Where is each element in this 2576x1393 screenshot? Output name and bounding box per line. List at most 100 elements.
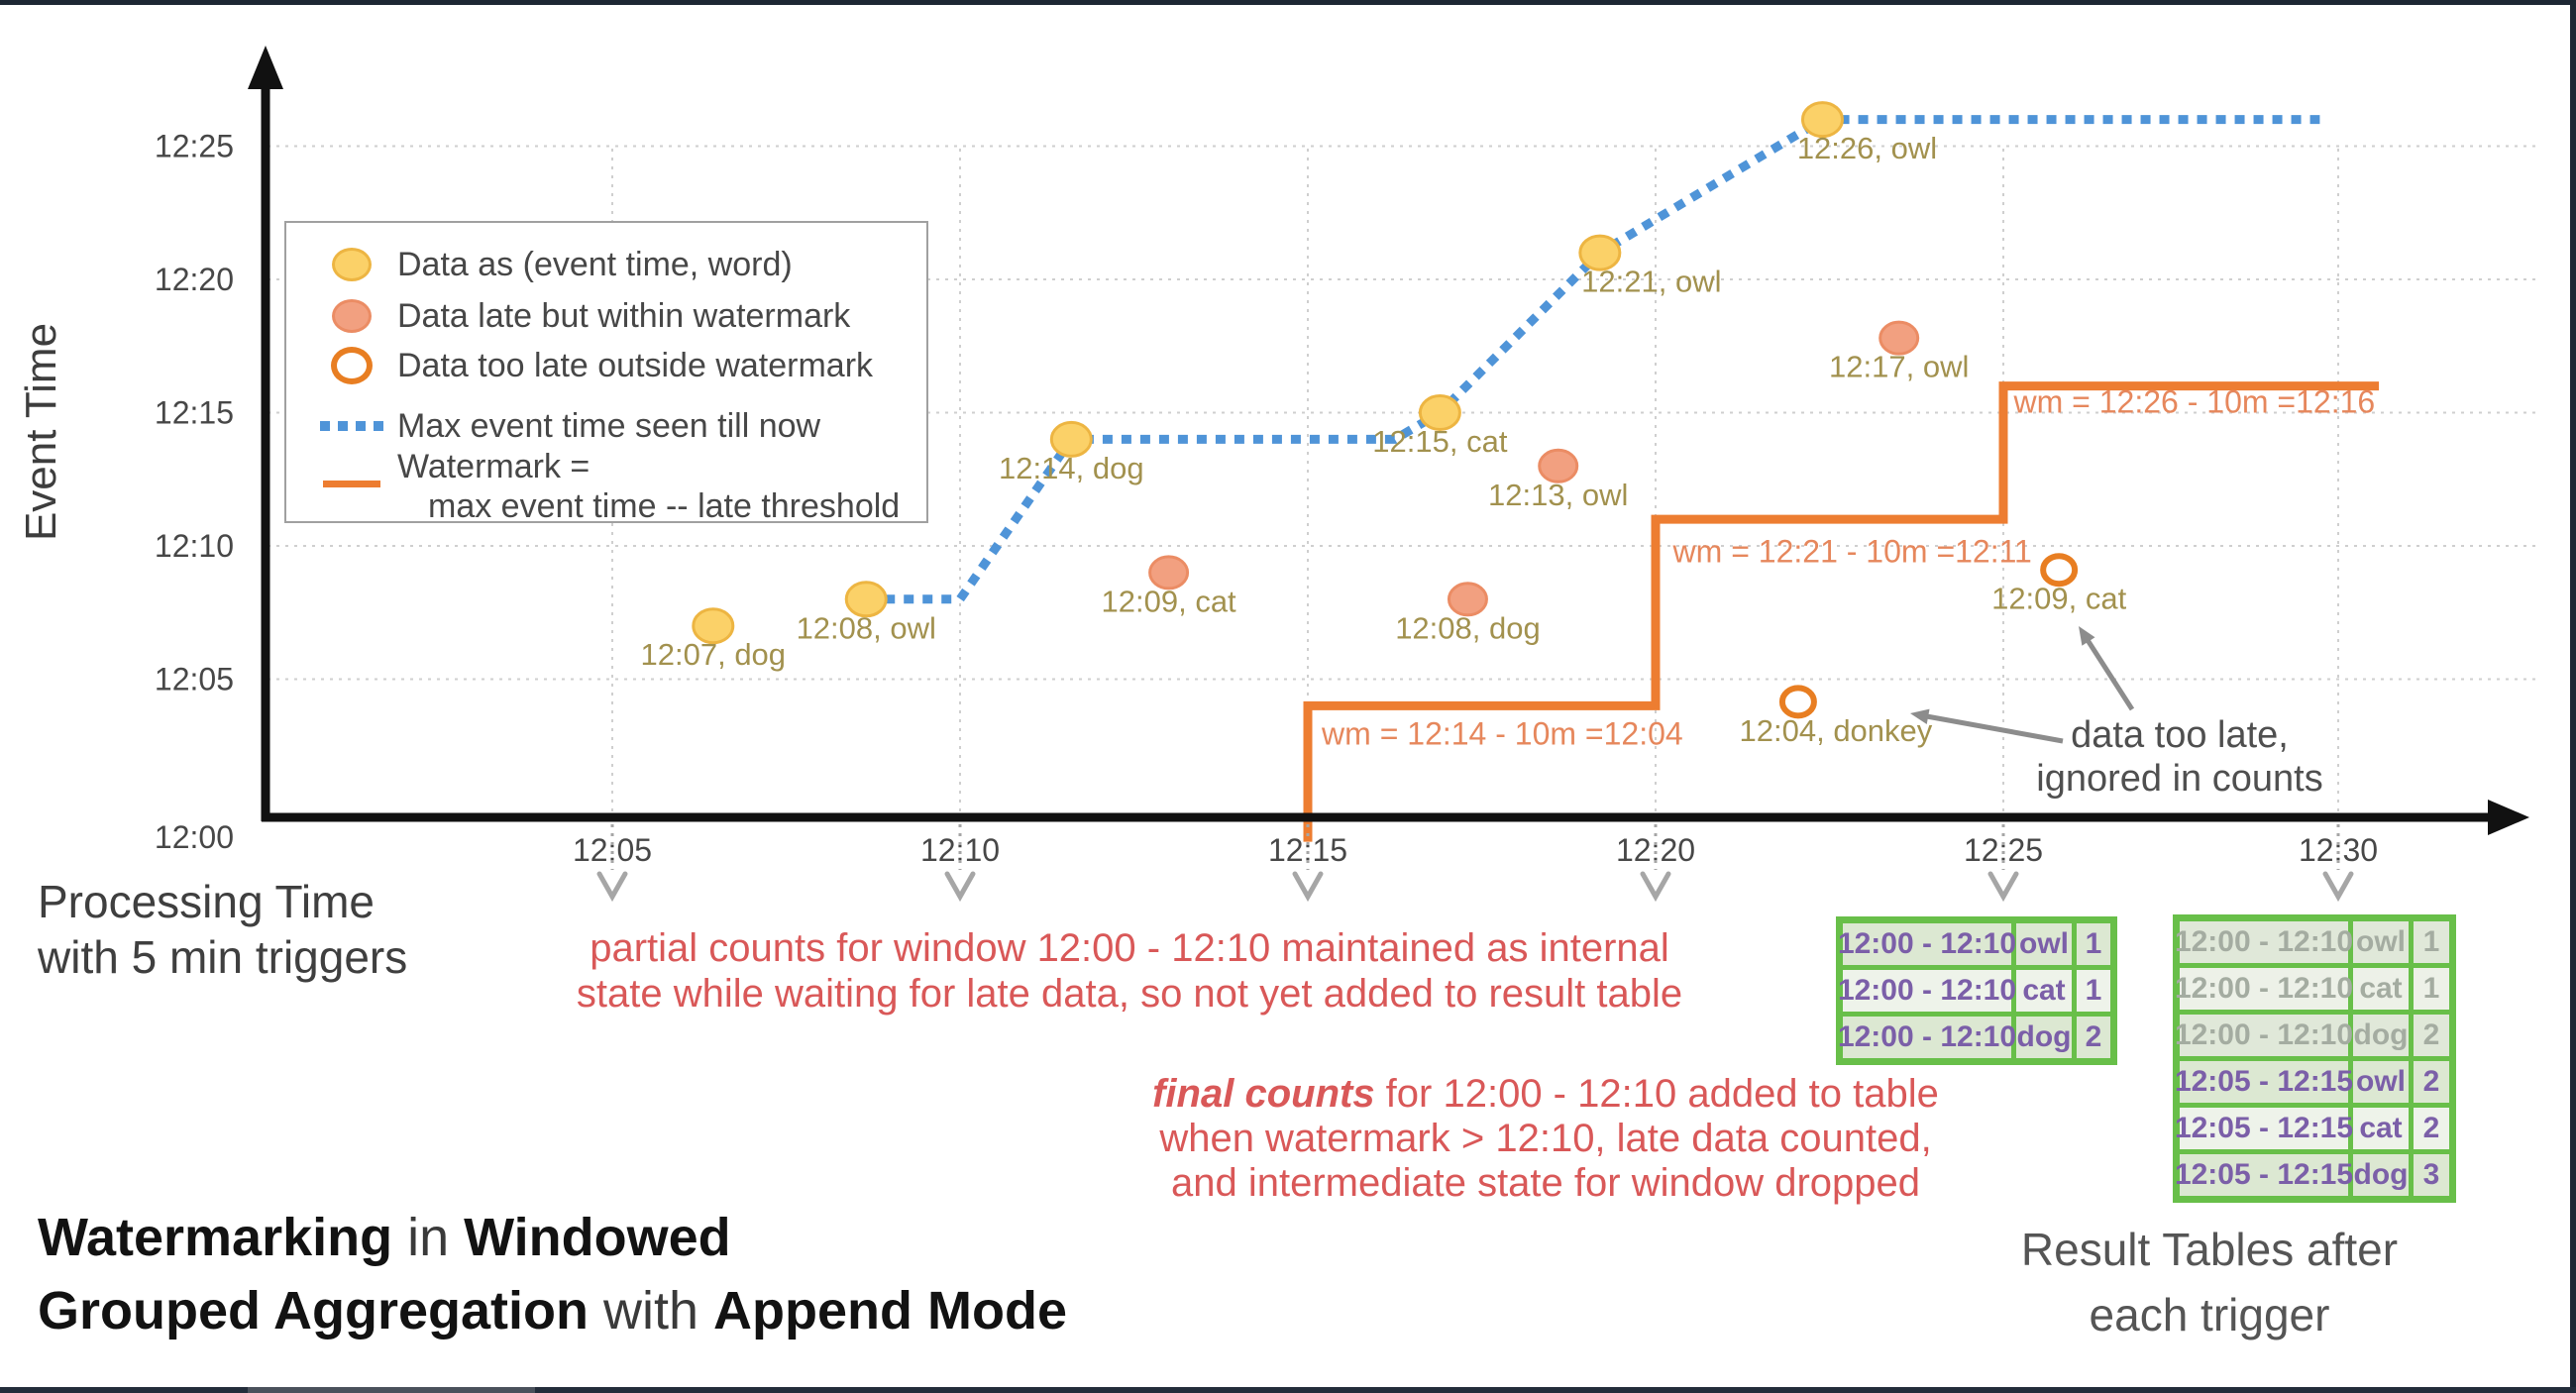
legend-label: Data as (event time, word) xyxy=(397,245,793,283)
data-point-label: 12:08, owl xyxy=(797,610,936,645)
y-tick-label: 12:20 xyxy=(155,262,234,297)
data-point-label: 12:14, dog xyxy=(999,451,1144,485)
x-axis-caption-line1: Processing Time xyxy=(38,876,376,927)
y-tick-label: 12:25 xyxy=(155,129,234,164)
too-late-note: data too late, ignored in counts xyxy=(1967,713,2393,801)
legend-item-late: Data late but within watermark xyxy=(330,294,850,338)
data-point-label: 12:26, owl xyxy=(1797,131,1937,165)
y-tick-label: 12:05 xyxy=(155,662,234,697)
too-late-line1: data too late, xyxy=(2071,714,2289,756)
cell-window: 12:05 - 12:15 xyxy=(2175,1154,2353,1196)
table-row: 12:05 - 12:15 dog 3 xyxy=(2175,1154,2449,1196)
cell-word: cat xyxy=(2016,970,2072,1012)
x-axis-caption: Processing Time with 5 min triggers xyxy=(38,874,407,985)
x-axis-caption-line2: with 5 min triggers xyxy=(38,931,408,983)
cell-word: cat xyxy=(2353,1108,2409,1149)
watermark-label: wm = 12:21 - 10m =12:11 xyxy=(1672,533,2032,569)
trigger-arrow-icon xyxy=(2322,871,2354,903)
final-counts-note: final counts for 12:00 - 12:10 added to … xyxy=(1050,1072,2041,1206)
legend-item-on-time: Data as (event time, word) xyxy=(330,243,793,286)
cell-count: 2 xyxy=(2414,1061,2449,1103)
legend-label: Max event time seen till now xyxy=(397,406,821,445)
max-event-time-line xyxy=(866,115,2320,604)
result-tables-caption: Result Tables after each trigger xyxy=(2011,1217,2408,1347)
cell-window: 12:00 - 12:10 xyxy=(1838,923,2016,965)
cell-word: owl xyxy=(2016,923,2072,965)
data-point-label: 12:08, dog xyxy=(1395,610,1541,645)
frame-top-border xyxy=(0,0,2576,5)
data-point-label: 12:13, owl xyxy=(1488,478,1628,512)
frame-right-border xyxy=(2570,0,2576,1393)
data-point-label: 12:09, cat xyxy=(1991,582,2127,616)
data-point-on-time xyxy=(692,607,735,645)
final-counts-line1: final counts for 12:00 - 12:10 added to … xyxy=(1050,1072,2041,1117)
partial-counts-line2: state while waiting for late data, so no… xyxy=(576,972,1683,1016)
result-table-2: 12:00 - 12:10 owl 1 12:00 - 12:10 cat 1 12:0… xyxy=(2173,914,2456,1203)
cell-word: dog xyxy=(2016,1017,2072,1058)
legend: Data as (event time, word) Data late but… xyxy=(284,221,928,525)
data-point-too-late xyxy=(2040,553,2079,588)
y-tick-label: 12:15 xyxy=(155,395,234,431)
cell-count: 1 xyxy=(2414,968,2449,1010)
final-counts-lead: final counts xyxy=(1152,1072,1375,1116)
table-row-faded: 12:00 - 12:10 cat 1 xyxy=(2175,968,2449,1010)
cell-window: 12:00 - 12:10 xyxy=(2175,1015,2353,1056)
trigger-arrow-icon xyxy=(1640,871,1671,903)
table-row-faded: 12:00 - 12:10 owl 1 xyxy=(2175,921,2449,963)
final-counts-line2: when watermark > 12:10, late data counte… xyxy=(1159,1117,1932,1160)
cell-word: dog xyxy=(2353,1154,2409,1196)
cell-count: 1 xyxy=(2414,921,2449,963)
hollow-dot-icon xyxy=(330,347,374,384)
cell-window: 12:05 - 12:15 xyxy=(2175,1061,2353,1103)
title-normal: in xyxy=(392,1208,465,1267)
table-row: 12:00 - 12:10 owl 1 xyxy=(1838,923,2110,965)
cell-count: 1 xyxy=(2077,923,2110,965)
title-bold: Append Mode xyxy=(713,1281,1067,1340)
data-point-label: 12:09, cat xyxy=(1102,584,1237,618)
yellow-dot-icon xyxy=(330,248,374,281)
partial-counts-note: partial counts for window 12:00 - 12:10 … xyxy=(535,925,1724,1017)
y-tick-label: 12:10 xyxy=(155,528,234,564)
annotation-arrow-icon xyxy=(1910,708,1930,724)
cell-window: 12:00 - 12:10 xyxy=(1838,970,2016,1012)
annotation-arrow-icon xyxy=(2079,626,2095,646)
slide-title-line2: Grouped Aggregation with Append Mode xyxy=(38,1274,1067,1347)
table-row-faded: 12:00 - 12:10 dog 2 xyxy=(2175,1015,2449,1056)
trigger-arrow-icon xyxy=(1987,871,2019,903)
cell-count: 2 xyxy=(2414,1015,2449,1056)
watermark-label: wm = 12:14 - 10m =12:04 xyxy=(1321,716,1683,752)
trigger-arrow-icon xyxy=(1292,871,1324,903)
data-point-label: 12:04, donkey xyxy=(1740,713,1933,748)
title-bold: Watermarking xyxy=(38,1208,393,1267)
annotation-arrow-line xyxy=(2083,634,2135,711)
cell-word: owl xyxy=(2353,1061,2409,1103)
event-time-chart: wm = 12:14 - 10m =12:04 wm = 12:21 - 10m … xyxy=(17,46,2541,903)
cell-count: 2 xyxy=(2077,1017,2110,1058)
legend-label: max event time -- late threshold xyxy=(428,486,901,525)
data-point-on-time xyxy=(1800,101,1844,139)
legend-label: Data late but within watermark xyxy=(397,296,851,335)
caption-line1: Result Tables after xyxy=(2020,1224,2399,1275)
legend-item-max-event: Max event time seen till now xyxy=(320,404,820,448)
legend-label: Data too late outside watermark xyxy=(397,346,874,384)
data-point-late xyxy=(1148,555,1190,590)
cell-window: 12:00 - 12:10 xyxy=(2175,921,2353,963)
title-bold: Grouped Aggregation xyxy=(38,1281,589,1340)
data-point-label: 12:17, owl xyxy=(1829,350,1969,384)
data-point-on-time xyxy=(1418,394,1461,431)
annotation-arrow-line xyxy=(1921,712,2064,744)
caption-line2: each trigger xyxy=(2089,1289,2330,1340)
cell-count: 2 xyxy=(2414,1108,2449,1149)
dotted-line-icon xyxy=(320,421,383,431)
slide-title-line1: Watermarking in Windowed xyxy=(38,1201,1067,1274)
y-axis-label: Event Time xyxy=(17,323,65,541)
final-counts-line1-rest: for 12:00 - 12:10 added to table xyxy=(1374,1072,1939,1116)
data-point-label: 12:15, cat xyxy=(1372,424,1508,459)
too-late-line2: ignored in counts xyxy=(2036,758,2323,800)
table-row: 12:05 - 12:15 cat 2 xyxy=(2175,1108,2449,1149)
legend-item-watermark: Watermark = xyxy=(397,445,590,488)
watermark-line-icon xyxy=(323,481,380,487)
x-axis-arrow-icon xyxy=(2488,800,2529,835)
salmon-dot-icon xyxy=(330,299,374,333)
